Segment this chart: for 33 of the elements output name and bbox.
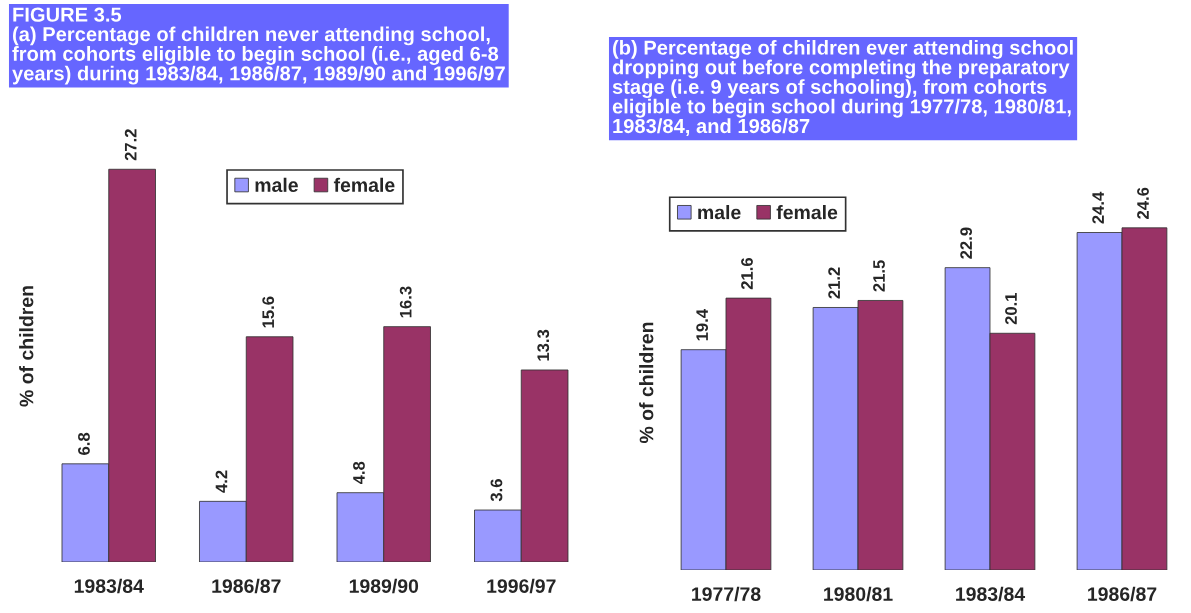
data-label: 4.8 [353,461,365,485]
y-axis-title: % of children [639,322,654,444]
data-label: 16.3 [399,286,412,318]
legend-label: male [255,177,298,193]
data-label: 24.6 [1137,187,1149,219]
x-tick-label: 1989/90 [349,578,419,594]
x-tick-label: 1996/97 [487,578,556,594]
x-tick-label: 1983/84 [956,586,1026,602]
data-label: 15.6 [262,296,275,328]
legend-label: female [333,177,395,193]
data-label: 22.9 [960,227,973,259]
chart-title: (b) Percentage of children ever attending school dropping out before completing the preparatory stage (i.e. 9 years of schooling), from cohorts eligible to begin school during 1977/78, 1980/81, 1983/84, and 1986/87 [612,40,1073,137]
data-label: 27.2 [124,129,137,161]
data-label: 24.4 [1092,191,1104,224]
caption: FIGURE 3.5 [13,7,122,22]
x-tick-label: 1986/87 [1088,586,1157,602]
x-tick-label: 1977/78 [692,586,761,602]
data-label: 6.8 [78,432,90,455]
x-tick-label: 1986/87 [212,578,281,594]
data-label: 4.2 [215,470,228,493]
x-tick-label: 1980/81 [824,586,893,602]
data-label: 20.1 [1005,292,1017,325]
x-tick-label: 1983/84 [74,578,144,594]
legend-label: female [776,205,838,220]
data-label: 3.6 [490,479,503,502]
y-axis-title: % of children [19,286,34,407]
data-label: 19.4 [696,309,709,341]
data-label: 21.2 [828,267,840,299]
data-label: 21.5 [873,260,885,292]
data-label: 21.6 [741,257,753,290]
chart-title: (a) Percentage of children never attending school, from cohorts eligible to begin school (i.e., aged 6-8 years) during 1983/84, 1986/87, 1989/90 and 1996/97 [12,26,505,85]
data-label: 13.3 [537,329,550,361]
legend-label: male [698,205,741,220]
